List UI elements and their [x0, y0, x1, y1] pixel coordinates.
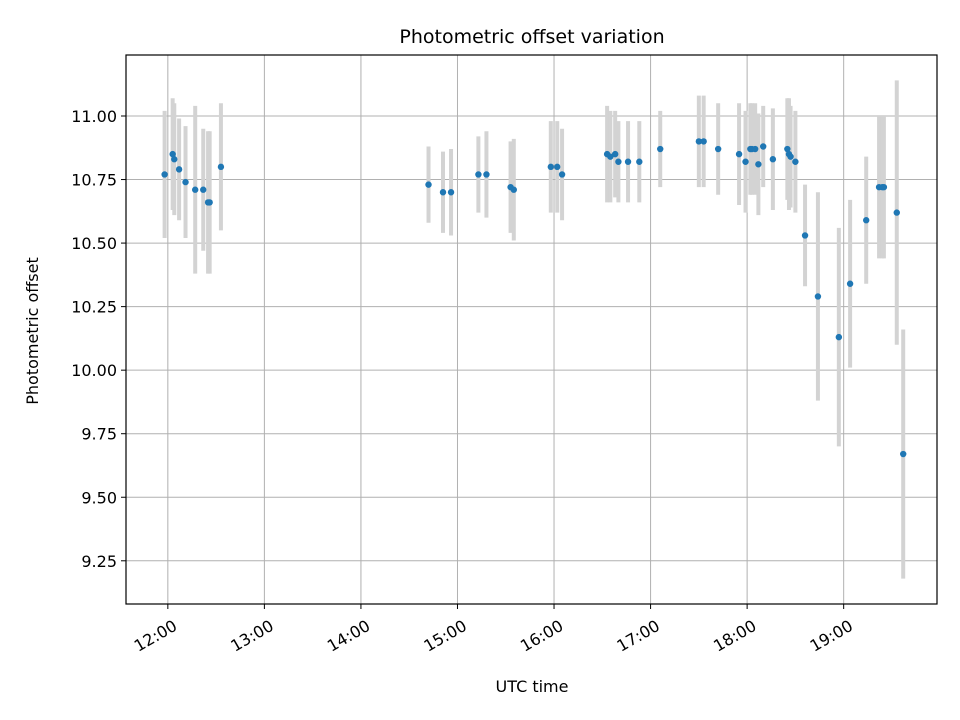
data-point [714, 145, 722, 153]
y-tick-label: 10.50 [71, 234, 117, 253]
data-point [801, 232, 809, 239]
x-axis-label: UTC time [496, 677, 569, 696]
data-point [425, 181, 432, 188]
data-point [880, 183, 888, 191]
data-point [558, 171, 566, 178]
data-point [447, 189, 455, 196]
data-point [792, 158, 799, 165]
y-axis-ticks: 9.25 9.50 9.75 10.00 10.25 10.50 10.75 11.00 [71, 107, 126, 571]
data-point [182, 178, 189, 186]
data-point [483, 171, 490, 178]
data-point [636, 158, 643, 165]
data-point [742, 158, 749, 165]
data-points [161, 138, 907, 458]
y-tick-label: 10.00 [71, 361, 117, 380]
y-tick-label: 9.75 [81, 425, 117, 444]
data-point [510, 186, 517, 193]
data-point [175, 166, 183, 173]
y-tick-label: 9.50 [81, 488, 117, 507]
data-point [846, 280, 854, 287]
data-point [200, 186, 207, 193]
y-axis-label: Photometric offset [23, 257, 42, 405]
data-point [769, 156, 777, 163]
data-point [695, 138, 703, 145]
data-point [607, 153, 614, 160]
data-point [751, 145, 759, 153]
data-point [893, 209, 900, 216]
data-point [547, 163, 555, 171]
data-point [862, 217, 870, 224]
data-point [615, 158, 622, 165]
data-point [657, 145, 664, 153]
data-point [784, 145, 791, 153]
data-point [624, 158, 632, 165]
data-point [206, 199, 213, 206]
data-point [161, 171, 168, 178]
y-tick-label: 9.25 [81, 552, 117, 571]
chart-title: Photometric offset variation [399, 26, 664, 48]
data-point [835, 333, 843, 341]
data-point [475, 171, 482, 178]
data-point [760, 143, 767, 150]
data-point [700, 138, 707, 145]
y-tick-label: 10.25 [71, 298, 117, 317]
data-point [171, 156, 178, 163]
data-point [169, 150, 176, 158]
data-point [191, 186, 199, 193]
y-tick-label: 11.00 [71, 107, 117, 126]
data-point [611, 150, 619, 158]
data-point [900, 450, 907, 458]
data-point [787, 153, 794, 160]
data-point [814, 293, 822, 300]
grid [126, 55, 937, 604]
plot-frame [125, 54, 938, 605]
data-point [554, 163, 561, 171]
data-point [217, 163, 225, 171]
data-point [755, 161, 762, 168]
y-tick-label: 10.75 [71, 171, 117, 190]
data-point [439, 189, 447, 196]
data-point [735, 150, 743, 158]
